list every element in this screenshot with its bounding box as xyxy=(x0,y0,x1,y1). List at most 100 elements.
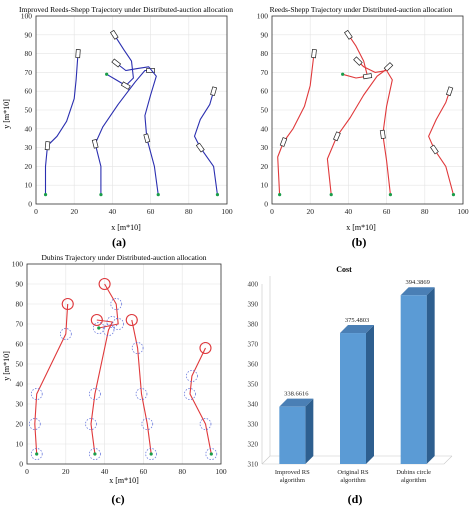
y-tick-label: 350 xyxy=(248,381,259,389)
vehicle-box xyxy=(91,139,99,149)
floor xyxy=(261,455,453,465)
x-tick-label: 80 xyxy=(185,207,193,216)
bar-side xyxy=(426,287,435,464)
turning-circle xyxy=(199,418,212,430)
vehicle-box xyxy=(120,81,131,90)
plot-frame xyxy=(26,263,222,465)
x-tick-label: 100 xyxy=(215,467,227,476)
panel-c-title: Dubins Trajectory under Distributed-auct… xyxy=(42,253,207,262)
turning-circle xyxy=(186,370,198,382)
trajectory-series-2 xyxy=(326,66,389,195)
vehicle-box xyxy=(143,133,151,144)
x-tick-label: 80 xyxy=(421,207,429,216)
bar-value-label: 338.6616 xyxy=(284,391,309,398)
panel-a-title: Improved Reeds-Shepp Trajectory under Di… xyxy=(19,5,233,14)
y-tick-label: 90 xyxy=(16,280,24,289)
panel-b-plot: 0 20 40 60 80 100 0 10 20 30 40 50 60 70 80 90 100 xyxy=(257,12,469,217)
panel-b-title: Reeds-Shepp Trajectory under Distributed… xyxy=(270,5,453,14)
vehicle-box xyxy=(111,58,122,68)
turning-circle xyxy=(141,418,154,430)
end-turning-circle xyxy=(199,341,212,355)
start-point xyxy=(35,452,39,456)
bar-top xyxy=(279,398,314,407)
start-point xyxy=(156,193,160,197)
panel-d: Cost 310 320 330 340 350 360 370 380 390 400 338.6… xyxy=(248,265,453,506)
y-tick-label: 80 xyxy=(25,49,33,58)
start-point xyxy=(149,452,153,456)
vehicle-box xyxy=(344,29,353,40)
start-point xyxy=(388,193,393,197)
bar-side xyxy=(305,398,314,464)
turning-circle xyxy=(59,328,72,340)
trajectory-series-3 xyxy=(357,60,393,195)
start-point xyxy=(99,193,103,197)
start-point xyxy=(105,72,109,76)
trajectory-series-4 xyxy=(98,283,119,329)
trajectory-series-1 xyxy=(44,53,79,195)
bar xyxy=(279,406,306,464)
start-point xyxy=(341,72,345,76)
vehicle-box xyxy=(379,129,386,140)
start-point xyxy=(451,193,456,197)
panel-b: Reeds-Shepp Trajectory under Distributed… xyxy=(257,5,469,249)
x-tick-label: 0 xyxy=(34,207,38,216)
panel-c: Dubins Trajectory under Distributed-auct… xyxy=(2,253,227,506)
start-point xyxy=(215,193,220,197)
vehicle-box xyxy=(44,141,51,151)
turning-circle xyxy=(112,318,125,330)
vehicle-box xyxy=(362,73,373,80)
bar-value-label: 375.4803 xyxy=(345,317,369,324)
y-tick-label: 10 xyxy=(261,181,269,190)
y-tick-label: 390 xyxy=(248,301,259,309)
x-tick-label: 40 xyxy=(109,207,117,216)
y-tick-label: 60 xyxy=(261,87,269,96)
turning-circle xyxy=(85,418,97,430)
vehicle-box xyxy=(430,144,439,155)
bar xyxy=(340,333,366,464)
y-tick-label: 50 xyxy=(16,360,24,369)
y-tick-label: 80 xyxy=(261,49,269,58)
panel-a: Improved Reeds-Shepp Trajectory under Di… xyxy=(2,5,233,249)
trajectory-series-3 xyxy=(115,62,159,195)
y-tick-label: 40 xyxy=(261,124,269,133)
trajectory-series-2 xyxy=(94,69,151,195)
vehicle-box xyxy=(109,29,119,40)
y-tick-label: 40 xyxy=(25,124,33,133)
category-label: Original RS algorithm xyxy=(337,469,369,484)
end-turning-circle xyxy=(61,297,74,311)
x-tick-label: 60 xyxy=(147,207,155,216)
turning-circle xyxy=(30,448,43,460)
y-tick-label: 370 xyxy=(248,341,259,349)
y-tick-label: 80 xyxy=(16,300,24,309)
panel-b-xlabel: x [m*10] xyxy=(346,223,376,232)
plot-frame xyxy=(35,15,228,205)
vehicle-box xyxy=(333,131,341,142)
panel-c-xlabel: x [m*10] xyxy=(109,476,139,485)
y-tick-label: 90 xyxy=(25,30,33,39)
vehicle-box xyxy=(445,86,454,97)
turning-circle xyxy=(102,324,115,336)
y-tick-label: 0 xyxy=(264,200,268,209)
panel-a-label: (a) xyxy=(112,235,126,249)
bar-value-label: 394.3869 xyxy=(405,279,429,286)
end-turning-circle xyxy=(90,313,103,327)
panel-a-ylabel: y [m*10] xyxy=(2,99,11,129)
y-tick-label: 20 xyxy=(261,162,269,171)
x-tick-label: 60 xyxy=(383,207,391,216)
panel-a-plot: 0 20 40 60 80 100 0 10 20 30 40 50 60 70 80 90 100 xyxy=(21,12,233,217)
x-tick-label: 40 xyxy=(101,467,109,476)
x-tick-label: 20 xyxy=(70,207,78,216)
y-tick-label: 380 xyxy=(248,321,259,329)
vehicle-box xyxy=(353,56,363,66)
panel-c-label: (c) xyxy=(111,492,124,506)
y-tick-label: 30 xyxy=(261,143,269,152)
bar-top xyxy=(340,325,374,334)
x-tick-label: 100 xyxy=(457,207,469,216)
x-tick-label: 40 xyxy=(345,207,353,216)
turning-circle xyxy=(184,388,196,400)
trajectory-series-5 xyxy=(193,91,218,195)
turning-circle xyxy=(28,418,41,430)
y-tick-label: 60 xyxy=(25,87,33,96)
start-point xyxy=(93,452,97,456)
x-tick-label: 80 xyxy=(178,467,186,476)
